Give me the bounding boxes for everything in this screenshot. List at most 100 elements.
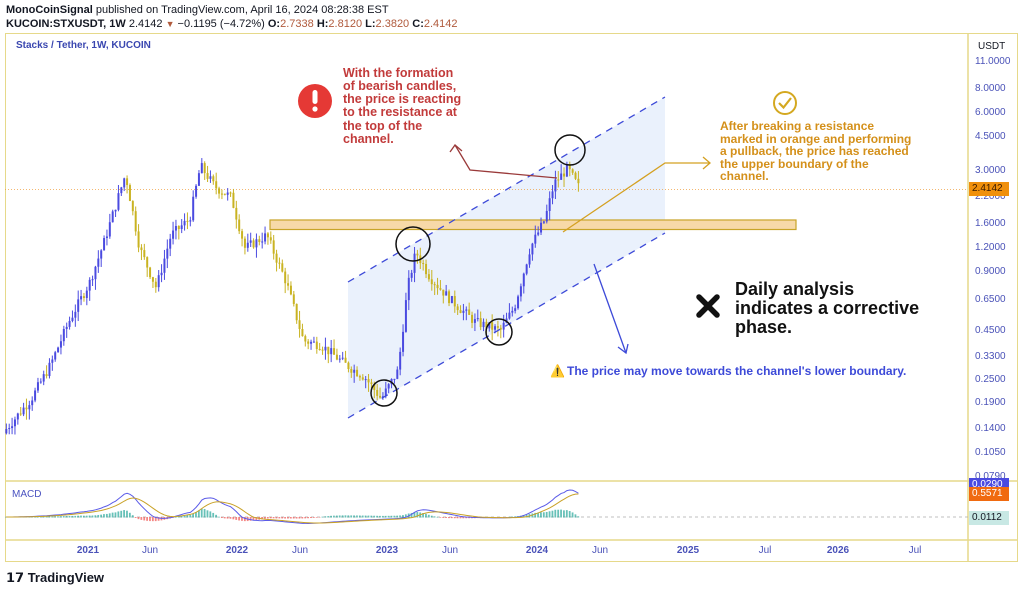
macd-histogram-bar [295,517,298,519]
candle-body [28,405,31,410]
macd-histogram-bar [48,516,51,518]
time-tick-label: Jun [141,545,159,556]
price-tick-label: 8.0000 [975,82,1006,94]
macd-histogram-bar [249,517,252,521]
candle-body [442,289,445,296]
macd-histogram-bar [413,512,416,518]
macd-histogram-bar [361,515,364,518]
candle-body [514,308,517,311]
candle-body [465,309,468,311]
macd-histogram-bar [315,517,318,518]
low-value: 2.3820 [375,18,410,30]
tradingview-logo[interactable]: 𝟭𝟳 TradingView [6,570,104,586]
publish-info: MonoCoinSignal published on TradingView.… [6,4,389,16]
candle-body [80,296,83,300]
candle-body [108,222,111,237]
candle-body [123,178,126,188]
macd-histogram-bar [189,514,192,518]
macd-histogram-bar [384,515,387,518]
highlight-circle [485,318,513,346]
macd-histogram-bar [571,512,574,518]
candle-body [100,250,103,259]
highlight-circle [370,379,398,407]
macd-histogram-bar [206,510,209,518]
time-tick-label: Jun [591,545,609,556]
candle-body [13,419,16,427]
candle-body [471,314,474,323]
candle-body [537,232,540,235]
time-tick-label: 2023 [375,545,399,556]
candle-body [88,279,91,291]
macd-histogram-bar [430,515,433,518]
symbol: KUCOIN:STXUSDT, 1W [6,18,126,30]
candle-body [134,211,137,232]
candle-body [367,379,370,383]
macd-histogram-bar [114,512,117,518]
candle-body [341,357,344,359]
candle-body [203,163,206,174]
candle-body [333,348,336,355]
macd-histogram-bar [537,512,539,518]
candle-body [77,299,80,312]
candle-body [384,388,387,397]
open-label: O: [267,18,281,30]
macd-histogram-bar [436,516,439,518]
time-tick-label: 2022 [225,545,249,556]
macd-histogram-bar [278,517,281,519]
macd-histogram-bar [364,515,367,518]
candle-body [364,379,367,381]
check-circle-icon [773,91,797,115]
candle-body [427,274,430,280]
price-tick-label: 4.5000 [975,131,1006,143]
macd-histogram-bar [80,515,82,518]
candle-body [298,320,301,330]
macd-histogram-bar [396,515,399,518]
candle-body [330,348,333,355]
candle-body [473,319,476,323]
macd-histogram-bar [264,517,266,519]
publish-date: published on TradingView.com, April 16, … [95,4,389,16]
price-tick-label: 1.2000 [975,242,1006,254]
macd-histogram-bar [180,515,183,518]
macd-histogram-bar [370,515,373,518]
candle-body [226,192,229,195]
candle-body [166,248,169,259]
candle-body [416,253,419,256]
candle-body [436,284,439,289]
price-tick-label: 6.0000 [975,106,1006,118]
macd-histogram-bar [209,511,212,518]
candle-body [218,188,221,194]
macd-histogram-bar [131,515,134,518]
macd-histogram-bar [200,508,203,518]
macd-histogram-bar [266,517,269,519]
candle-body [189,220,192,222]
candle-body [186,220,189,222]
candle-body [522,273,525,287]
candle-body [235,207,238,220]
candle-body [399,351,402,370]
macd-histogram-bar [252,517,255,521]
macd-histogram-bar [123,510,125,518]
macd-histogram-bar [557,509,560,518]
macd-histogram-bar [312,517,315,518]
candle-body [289,285,292,295]
macd-histogram-bar [321,516,324,518]
candle-body [551,191,554,199]
candle-body [347,362,350,369]
price-axis-unit: USDT [978,41,1006,52]
macd-histogram-bar [137,517,140,520]
price-tick-label: 0.3300 [975,350,1006,362]
alert-exclamation-bar [312,90,318,104]
time-tick-label: Jun [441,545,459,556]
time-tick-label: 2026 [826,545,850,556]
candle-body [304,336,307,342]
price-tick-label: 2.2000 [975,191,1006,203]
macd-histogram-bar [223,517,226,519]
macd-histogram-bar [393,515,396,518]
tv-logo-icon: 𝟭𝟳 [6,570,28,585]
candle-body [200,163,203,174]
macd-histogram-bar [65,515,68,518]
macd-line [6,489,579,524]
candle-body [275,253,278,263]
